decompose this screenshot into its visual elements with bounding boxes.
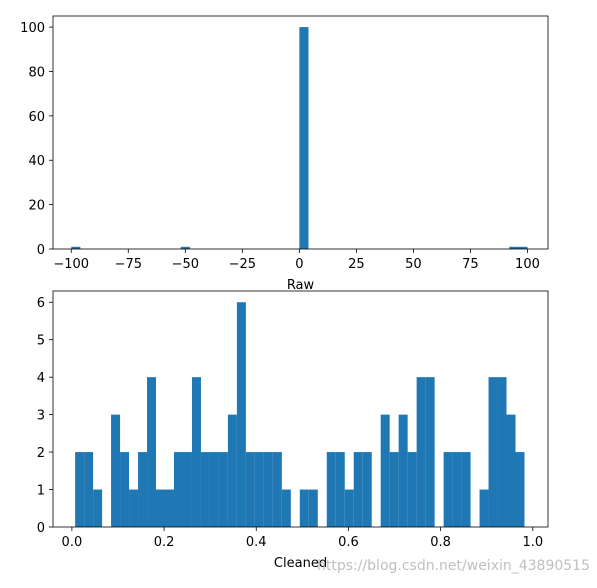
x-tick-label: 0 (295, 257, 303, 272)
bar (452, 452, 462, 527)
bar (245, 452, 255, 527)
x-tick-label: −25 (229, 257, 256, 272)
bar (209, 452, 219, 527)
x-tick-label: 0.2 (154, 535, 175, 550)
x-tick-label: −50 (172, 257, 199, 272)
y-tick-label: 4 (37, 371, 45, 386)
x-tick-label: 0.6 (338, 535, 359, 550)
x-tick-label: 0.8 (430, 535, 451, 550)
bar (254, 452, 264, 527)
y-tick-label: 60 (28, 110, 45, 125)
y-tick-label: 3 (37, 409, 45, 424)
bar (416, 377, 426, 527)
bar (326, 452, 336, 527)
bar (164, 489, 174, 527)
bar (173, 452, 183, 527)
x-axis-label: Cleaned (274, 556, 327, 571)
bar (299, 27, 309, 249)
bar (479, 489, 489, 527)
bar (111, 414, 121, 527)
bar (263, 452, 273, 527)
bar (461, 452, 471, 527)
bar (93, 489, 103, 527)
x-tick-label: 0.0 (62, 535, 83, 550)
bar (308, 489, 318, 527)
bar (182, 452, 192, 527)
y-tick-label: 2 (37, 446, 45, 461)
watermark: https://blog.csdn.net/weixin_43890515 (317, 558, 590, 574)
x-tick-label: 50 (405, 257, 422, 272)
bar (84, 452, 94, 527)
bar (138, 452, 148, 527)
x-tick-label: 0.4 (246, 535, 267, 550)
bar (180, 246, 190, 249)
axes-frame (52, 15, 549, 250)
bar (272, 452, 282, 527)
y-tick-label: 100 (20, 21, 45, 36)
bar (236, 302, 246, 527)
y-tick-label: 20 (28, 199, 45, 214)
x-tick-label: −75 (115, 257, 142, 272)
x-axis-label: Raw (287, 278, 315, 293)
bar (156, 489, 165, 527)
x-tick-label: 25 (348, 257, 365, 272)
bar (407, 452, 417, 527)
y-tick-label: 1 (37, 484, 45, 499)
y-tick-label: 6 (37, 296, 45, 311)
bar (515, 452, 525, 527)
bar (425, 377, 435, 527)
bar (353, 452, 363, 527)
bar (120, 452, 130, 527)
bar (488, 377, 498, 527)
bar (191, 377, 201, 527)
x-tick-label: 75 (462, 257, 479, 272)
y-tick-label: 40 (28, 154, 45, 169)
y-tick-label: 0 (37, 521, 45, 536)
y-tick-label: 0 (37, 243, 45, 258)
bar (227, 414, 237, 527)
bar (335, 452, 345, 527)
bar (509, 246, 519, 249)
bar (518, 246, 528, 249)
bar (362, 452, 372, 527)
bar (398, 414, 408, 527)
y-tick-label: 5 (37, 334, 45, 349)
bar (506, 414, 516, 527)
bar (71, 246, 81, 249)
bar (129, 489, 139, 527)
x-tick-label: 1.0 (522, 535, 543, 550)
bar (443, 452, 453, 527)
x-tick-label: 100 (515, 257, 540, 272)
bar (218, 452, 228, 527)
x-tick-label: −100 (53, 257, 89, 272)
bar (389, 452, 399, 527)
bar (380, 414, 390, 527)
bar (147, 377, 157, 527)
bar (299, 489, 309, 527)
bar (75, 452, 85, 527)
bar (497, 377, 507, 527)
bar (344, 489, 354, 527)
bar (200, 452, 210, 527)
y-tick-label: 80 (28, 65, 45, 80)
axes-frame (52, 290, 549, 528)
bar (281, 489, 291, 527)
